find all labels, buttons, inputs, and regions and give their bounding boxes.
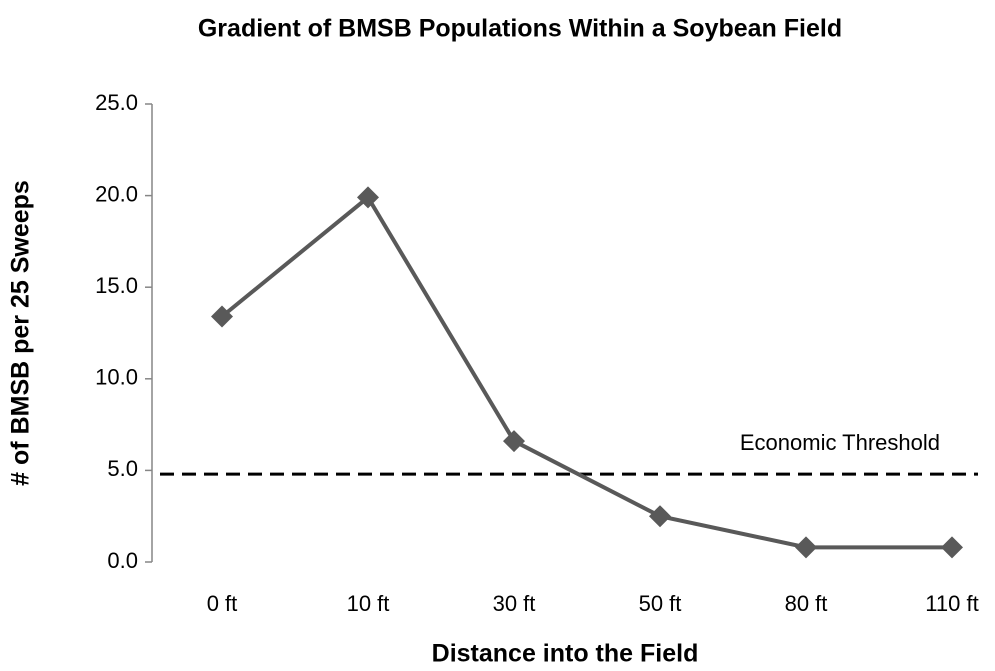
marker [795,536,817,559]
series-line [220,194,952,550]
x-tick-label: 80 ft [785,591,828,616]
y-axis-label: # of BMSB per 25 Sweeps [7,180,35,486]
y-tick-label: 10.0 [95,365,138,390]
marker [211,305,233,328]
x-tick-label: 10 ft [347,591,390,616]
x-tick-label: 30 ft [493,591,536,616]
y-tick-label: 25.0 [95,90,138,115]
y-tick-label: 15.0 [95,273,138,298]
marker [357,186,379,209]
marker [941,536,963,559]
marker [503,430,525,453]
y-tick-label: 5.0 [107,456,138,481]
chart-title: Gradient of BMSB Populations Within a So… [198,15,842,43]
x-tick-label: 110 ft [925,591,978,616]
x-tick-label: 0 ft [207,591,238,616]
x-tick-label: 50 ft [639,591,682,616]
y-tick-label: 20.0 [95,181,138,206]
y-tick-label: 0.0 [107,548,138,573]
marker [649,505,671,528]
threshold-label: Economic Threshold [740,430,940,455]
x-axis-label: Distance into the Field [432,640,699,668]
